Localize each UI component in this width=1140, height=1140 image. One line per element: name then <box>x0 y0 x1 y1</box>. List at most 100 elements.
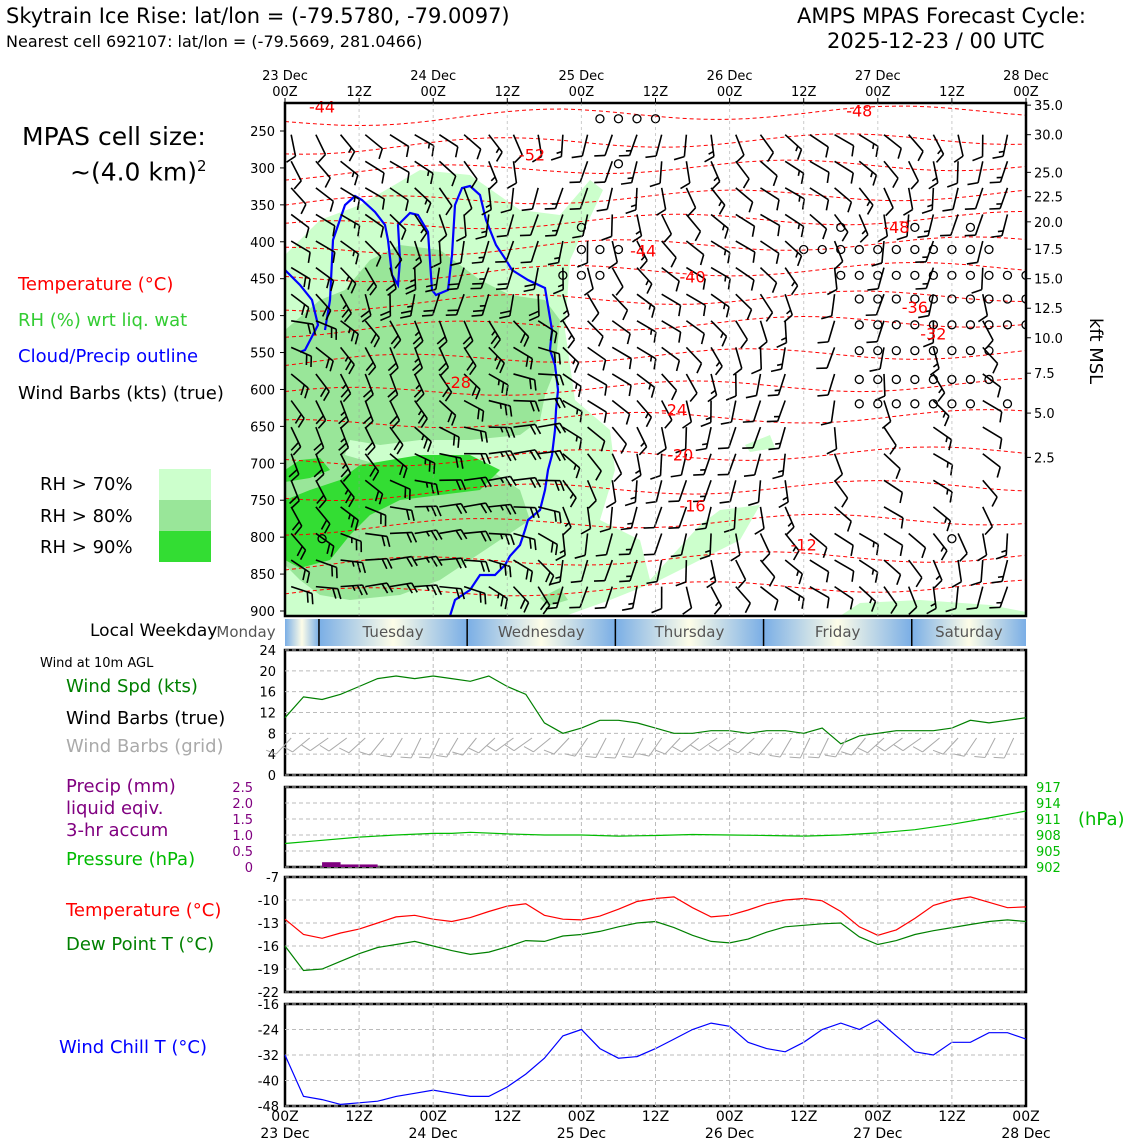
wind-barb <box>809 187 830 211</box>
barb-half-flag <box>499 505 504 511</box>
wind-barb <box>661 373 678 401</box>
wind-barb <box>883 187 894 217</box>
barb-flag <box>857 747 868 754</box>
barb-flag <box>875 744 886 752</box>
barb-staff <box>982 399 1003 413</box>
barb-staff <box>290 506 303 527</box>
barb-staff <box>883 373 886 396</box>
barb-staff <box>488 503 511 508</box>
barb-flag <box>447 309 459 312</box>
barb-staff <box>684 427 688 450</box>
barb-flag <box>699 554 711 560</box>
barb-staff <box>1003 737 1015 759</box>
wind-barb <box>389 134 410 158</box>
wind-barb <box>661 266 680 292</box>
barb-flag <box>430 556 438 567</box>
barb-staff <box>779 737 792 758</box>
wind-barb <box>682 400 693 429</box>
wind-barb <box>439 426 460 448</box>
barb-staff <box>883 479 903 494</box>
barb-staff <box>414 426 432 443</box>
barb-staff <box>932 399 950 417</box>
barb-flag <box>464 340 474 350</box>
barb-staff <box>737 737 755 754</box>
wind-barb <box>668 506 688 529</box>
barb-flag <box>438 362 447 372</box>
barb-flag <box>523 602 530 613</box>
wind-barb <box>645 480 663 504</box>
barb-half-flag <box>425 482 429 488</box>
barb-staff <box>799 737 811 759</box>
barb-staff <box>908 559 923 579</box>
barb-staff <box>512 320 530 338</box>
calm-wind-circle <box>1002 294 1013 304</box>
barb-flag <box>423 438 429 449</box>
barb-half-flag <box>649 329 653 335</box>
barb-staff <box>463 530 487 535</box>
temperature-contour-labels: -44 -48-52-48-44-40-36-32-28-24-20-16-12 <box>309 98 946 555</box>
wind-barb <box>704 134 715 163</box>
wind-barb <box>668 480 688 503</box>
pressure-tick-label: 850 <box>250 568 275 583</box>
wind-barb <box>290 559 311 584</box>
barb-staff <box>976 586 984 609</box>
barb-staff <box>587 320 604 338</box>
top-hour-label: 00Z <box>865 85 891 100</box>
wind-barb <box>315 506 331 534</box>
barb-flag <box>387 389 397 398</box>
barb-flag <box>699 254 705 266</box>
barb-staff <box>699 700 709 719</box>
barb-staff <box>587 346 607 361</box>
barb-staff <box>290 293 310 309</box>
wind-barb <box>340 240 360 265</box>
surface-wind-barb-grid <box>638 737 663 757</box>
temp-tick-label: -13 <box>258 917 279 932</box>
barb-flag <box>374 490 380 502</box>
barb-staff <box>758 737 774 756</box>
barb-flag <box>583 288 594 296</box>
barb-half-flag <box>352 250 356 257</box>
barb-flag <box>369 286 378 296</box>
barb-staff <box>439 452 462 459</box>
legend-rh80-swatch <box>159 500 211 531</box>
calm-wind-circle <box>317 534 327 544</box>
calm-wind-circle <box>910 374 920 385</box>
wind-barb <box>315 585 342 600</box>
barb-flag <box>421 720 432 728</box>
barb-half-flag <box>343 717 348 719</box>
barb-flag <box>400 756 412 759</box>
barb-flag <box>995 554 1007 560</box>
wind-barb <box>858 559 879 583</box>
barb-flag <box>471 314 483 317</box>
barb-staff <box>488 532 511 536</box>
wind-barb <box>967 161 984 186</box>
barb-half-flag <box>382 717 387 720</box>
temperature-contour-label: -36 <box>902 298 928 317</box>
surface-wind-barb <box>615 700 627 727</box>
barb-flag <box>490 334 499 345</box>
barb-flag <box>415 393 425 403</box>
barb-staff <box>636 267 653 285</box>
surface-wind-barb <box>911 700 925 727</box>
barb-staff <box>446 737 459 758</box>
barb-half-flag <box>923 230 930 233</box>
wind-barb <box>547 240 564 266</box>
barb-staff <box>653 533 663 555</box>
barb-staff <box>413 240 423 263</box>
barb-half-flag <box>723 714 728 719</box>
barb-flag <box>689 744 700 752</box>
barb-flag <box>380 754 392 758</box>
surface-wind-barb-grid <box>993 737 1015 759</box>
barb-staff <box>611 399 631 415</box>
barb-flag <box>475 235 487 240</box>
barb-flag <box>447 411 453 423</box>
surface-wind-barb-grid <box>841 737 866 756</box>
barb-staff <box>883 426 897 446</box>
barb-flag <box>476 148 482 160</box>
wind-barb <box>521 187 539 212</box>
wind-barb <box>513 476 542 489</box>
barb-staff <box>883 586 898 606</box>
weekday-label: Saturday <box>935 623 1003 641</box>
barb-half-flag <box>649 355 653 362</box>
calm-wind-circle <box>965 320 976 330</box>
